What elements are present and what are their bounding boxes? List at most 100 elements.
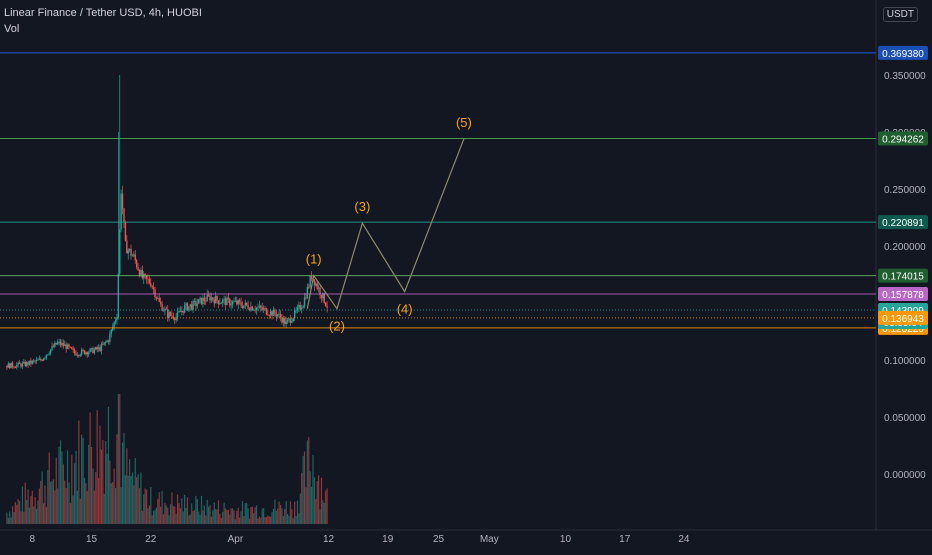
volume-bar (285, 501, 287, 524)
candle-body (209, 295, 211, 301)
candle-body (298, 305, 300, 308)
volume-bar (69, 503, 71, 524)
candle-body (24, 361, 26, 366)
volume-bar (263, 508, 265, 524)
candle-body (133, 254, 135, 256)
volume-bar (148, 505, 150, 524)
candle-body (83, 350, 86, 355)
volume-bar (153, 510, 155, 524)
candle-body (309, 276, 311, 288)
volume-bar (325, 490, 327, 524)
candle-body (106, 340, 108, 342)
candle-body (42, 358, 45, 361)
volume-bar (6, 512, 8, 524)
wave-label: (2) (329, 319, 345, 334)
candle-body (140, 269, 142, 276)
candle-body (310, 276, 313, 280)
volume-bar (192, 511, 194, 524)
volume-bar (124, 475, 126, 524)
candle-body (151, 286, 153, 288)
candle-body (120, 193, 122, 230)
candle-body (313, 279, 316, 286)
candle-body (265, 308, 268, 315)
volume-bar (93, 490, 95, 524)
candle-body (85, 352, 87, 355)
volume-bar (89, 412, 91, 524)
y-tick-label: 0.050000 (884, 413, 926, 424)
currency-button[interactable]: USDT (882, 7, 918, 22)
candle-body (113, 322, 115, 327)
volume-bar (178, 503, 180, 524)
volume-bar (130, 476, 132, 524)
level-badge-label: 0.128220 (882, 324, 924, 335)
volume-bar (315, 498, 317, 524)
volume-bar (99, 425, 101, 524)
candle-body (230, 304, 232, 306)
volume-bar (205, 515, 207, 524)
volume-bar (82, 437, 84, 524)
candle-body (171, 315, 173, 317)
volume-bar (169, 504, 172, 524)
candle-body (190, 304, 193, 310)
volume-bar (165, 505, 167, 524)
volume-bar (134, 458, 136, 524)
level-badge-label: 0.294262 (882, 135, 924, 146)
y-tick-label: 0.200000 (884, 242, 926, 253)
candle-body (13, 366, 15, 368)
candle-body (193, 301, 196, 302)
volume-bar (199, 515, 201, 524)
candle-body (286, 319, 289, 322)
volume-bar (33, 506, 35, 524)
volume-bar (226, 510, 228, 524)
volume-bar (102, 440, 104, 524)
volume-bar (48, 452, 50, 524)
candle-body (40, 358, 42, 361)
volume-bar (284, 509, 286, 524)
candle-body (295, 310, 297, 312)
candle-body (61, 342, 63, 345)
volume-bar (239, 517, 241, 524)
volume-bar (203, 505, 205, 524)
x-tick-label: 25 (433, 534, 445, 545)
volume-bar (160, 506, 162, 524)
candle-body (274, 309, 276, 314)
candle-body (224, 298, 227, 306)
x-tick-label: 10 (560, 534, 572, 545)
volume-bar (100, 449, 103, 524)
level-badge (878, 215, 928, 230)
price-badge-label: 0.136943 (882, 314, 924, 325)
wave-label: (5) (456, 115, 472, 130)
candle-body (48, 353, 50, 355)
candle-body (172, 316, 175, 319)
volume-bar (11, 506, 14, 524)
candle-body (181, 310, 183, 313)
candle-body (282, 318, 285, 323)
volume-bar (294, 501, 296, 524)
volume-bar (303, 451, 306, 524)
volume-bar (231, 508, 234, 524)
candle-body (93, 349, 96, 354)
candle-body (7, 363, 10, 368)
candle-body (69, 346, 72, 348)
candle-body (130, 248, 132, 256)
volume-bar (260, 517, 262, 524)
candle-body (324, 302, 327, 306)
volume-bar (86, 491, 88, 524)
volume-bar (162, 514, 165, 524)
volume-bar (291, 509, 293, 524)
volume-bar (136, 477, 138, 524)
candle-body (207, 294, 210, 296)
volume-bar (55, 457, 57, 524)
candle-body (141, 269, 144, 279)
candle-body (86, 352, 89, 355)
candle-body (68, 344, 70, 347)
candle-body (292, 318, 294, 322)
candle-body (80, 349, 83, 355)
volume-bar (319, 509, 321, 524)
candle-body (58, 341, 60, 343)
candle-body (241, 305, 244, 308)
wave-label: (1) (306, 252, 322, 267)
volume-bar (19, 500, 21, 524)
